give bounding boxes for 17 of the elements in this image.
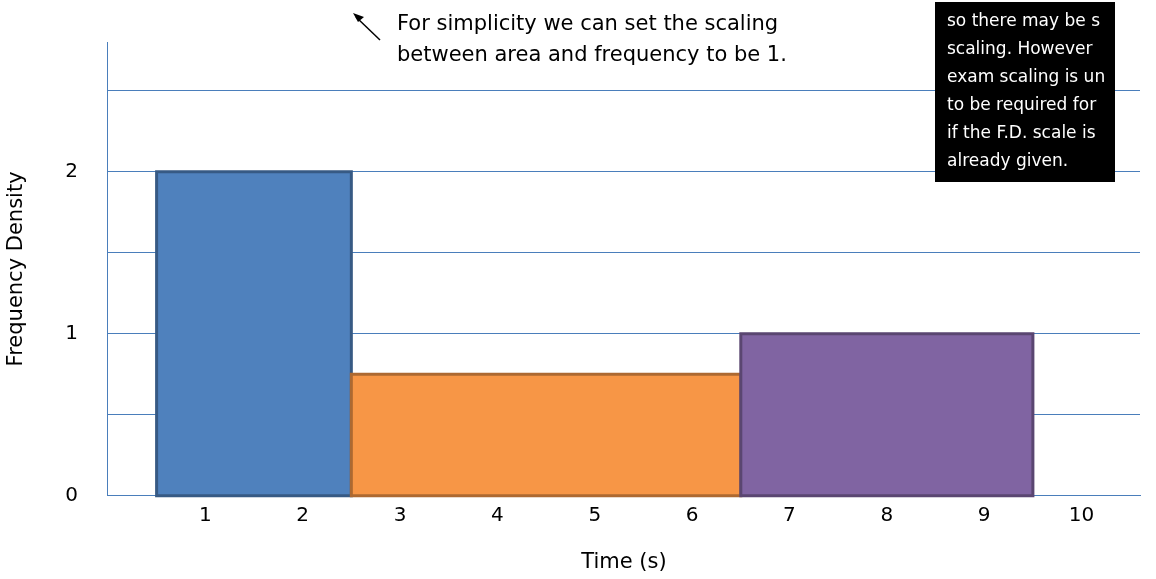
x-tick-label: 10 — [1068, 502, 1095, 526]
x-tick-label: 7 — [783, 502, 796, 526]
x-tick-label: 9 — [977, 502, 991, 526]
x-tick-label: 6 — [685, 502, 699, 526]
x-tick-label: 1 — [198, 502, 212, 526]
x-tick-label: 4 — [491, 502, 504, 526]
y-tick-label: 2 — [65, 157, 78, 182]
annotation: For simplicity we can set the scaling between area and frequency to be 1. — [397, 10, 787, 68]
x-tick-label: 8 — [880, 502, 894, 526]
y-tick-label: 0 — [65, 482, 78, 506]
x-tick-label: 5 — [588, 502, 602, 526]
y-tick-label: 1 — [65, 319, 78, 344]
x-axis-title: Time (s) — [580, 548, 667, 573]
x-tick-label: 2 — [296, 502, 310, 526]
x-tick-label: 3 — [393, 502, 407, 526]
annotation: so there may be s scaling. However exam scaling is un to be required for if the F.D. scale is already given. — [935, 2, 1116, 182]
y-axis-title: Frequency Density — [3, 171, 28, 367]
